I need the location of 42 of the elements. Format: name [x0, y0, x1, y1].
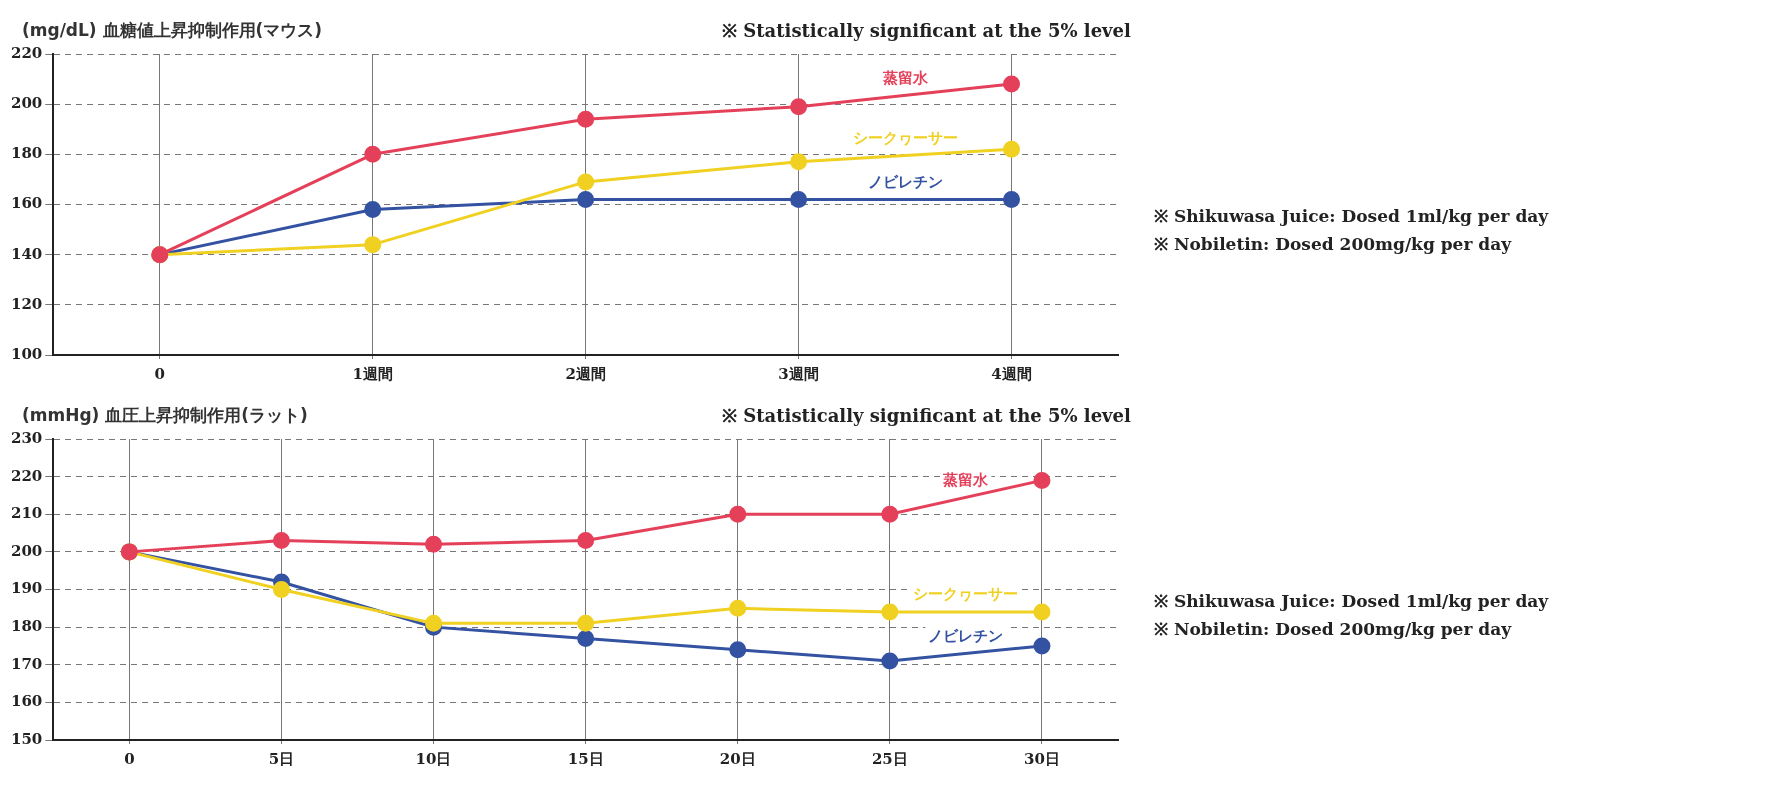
- y-tick-label: 210: [11, 504, 43, 523]
- x-tick-label: 10日: [415, 749, 452, 768]
- x-tick-label: 0: [124, 749, 135, 768]
- x-tick-label: 5日: [268, 749, 295, 768]
- chart-title: (mg/dL) 血糖値上昇抑制作用(マウス): [21, 19, 324, 42]
- y-tick-label: 160: [11, 194, 43, 213]
- text: ※ Shikuwasa Juice: Dosed 1ml/kg per day: [1154, 590, 1549, 613]
- y-tick-label: 140: [11, 244, 43, 263]
- y-tick-label: 170: [11, 654, 43, 673]
- x-tick-label: 0: [154, 364, 165, 383]
- y-tick-label: 180: [11, 617, 43, 636]
- y-tick-label: 160: [11, 692, 43, 711]
- x-tick-label: 2週間: [565, 364, 606, 383]
- x-tick-label: 1週間: [352, 364, 393, 383]
- y-tick-label: 220: [11, 43, 43, 62]
- x-tick-label: 4週間: [991, 364, 1032, 383]
- x-tick-label: 25日: [871, 749, 908, 768]
- y-tick-label: 100: [11, 344, 43, 363]
- text: ※ Nobiletin: Dosed 200mg/kg per day: [1154, 233, 1513, 256]
- y-tick-label: 200: [11, 541, 43, 560]
- x-tick-label: 3週間: [778, 364, 819, 383]
- x-tick-label: 30日: [1024, 749, 1060, 768]
- text: ※ Statistically significant at the 5% level: [722, 19, 1131, 42]
- series-label: シークヮーサー: [852, 128, 958, 147]
- series-label: ノビレチン: [928, 626, 1004, 645]
- x-tick-label: 15日: [567, 749, 604, 768]
- y-tick-label: 190: [11, 579, 43, 598]
- y-tick-label: 180: [11, 144, 43, 163]
- y-tick-label: 200: [11, 94, 43, 113]
- series-label: 蒸留水: [881, 68, 929, 87]
- y-tick-label: 230: [11, 428, 43, 447]
- text: ※ Shikuwasa Juice: Dosed 1ml/kg per day: [1154, 205, 1549, 228]
- chart-title: (mmHg) 血圧上昇抑制作用(ラット): [21, 404, 309, 427]
- series-label: ノビレチン: [867, 172, 943, 191]
- series-label: 蒸留水: [942, 470, 990, 489]
- series-label: シークヮーサー: [913, 585, 1019, 604]
- y-tick-label: 120: [11, 294, 43, 313]
- y-tick-label: 150: [11, 729, 43, 748]
- text: ※ Statistically significant at the 5% level: [722, 404, 1131, 427]
- x-tick-label: 20日: [719, 749, 756, 768]
- y-tick-label: 220: [11, 466, 43, 485]
- text: ※ Nobiletin: Dosed 200mg/kg per day: [1154, 618, 1513, 641]
